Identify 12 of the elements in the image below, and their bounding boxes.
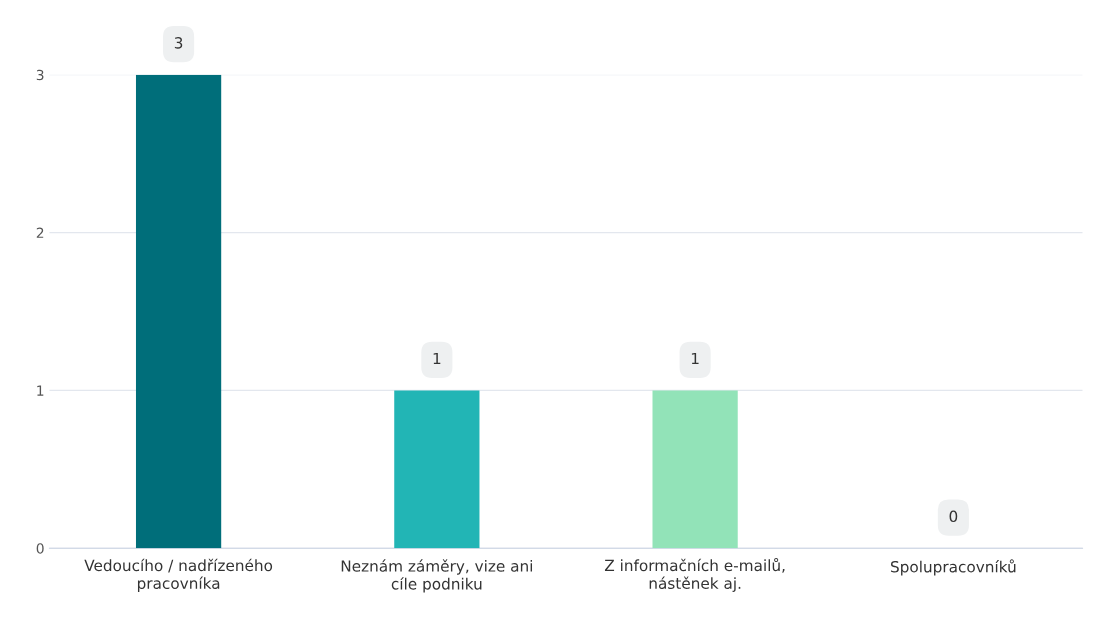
data-label: 3 [174,37,183,49]
x-tick-label: Z informačních e-mailů, nástěnek aj. [604,558,785,592]
y-tick-label: 2 [36,227,44,238]
y-tick-label: 1 [37,385,44,396]
y-tick-label: 0 [36,543,44,554]
x-tick-label: Neznám záměry, vize ani cíle podniku [341,559,533,593]
x-tick-label: Vedoucího / nadřízeného pracovníka [84,558,273,592]
x-tick-label: Spolupracovníků [891,559,1016,576]
data-label: 1 [691,352,699,365]
data-label: 0 [949,510,958,523]
y-tick-label: 3 [36,69,44,81]
data-label: 1 [433,352,441,365]
